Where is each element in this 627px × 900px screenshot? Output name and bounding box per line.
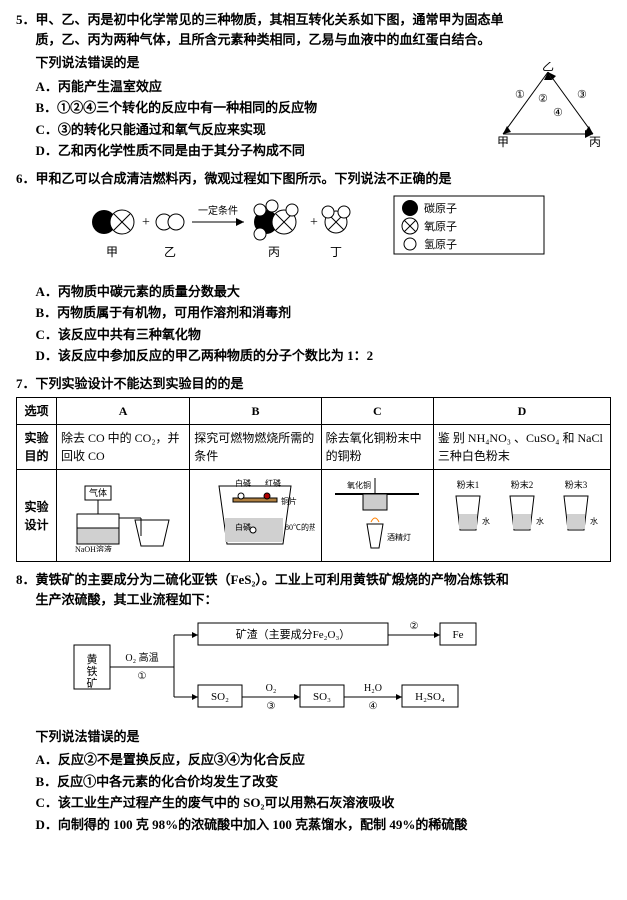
q7-r1-d: 鉴 别 NH₄NO₃ 、CuSO₄ 和 NaCl 三种白色粉末 (433, 425, 610, 470)
q7-h3: C (321, 398, 433, 425)
q6-leg1: 氧原子 (424, 219, 457, 233)
q5-dia-l4: ④ (553, 107, 563, 119)
q7-num: 7． (16, 376, 36, 391)
q5-dia-top: 乙 (542, 62, 554, 73)
q5-stem1: 甲、乙、丙是初中化学常见的三种物质，其相互转化关系如下图，通常甲为固态单 (36, 12, 504, 27)
q7-dia-a: 气体 NaOH溶液 (57, 470, 190, 562)
q8-opt-c: C．该工业生产过程产生的废气中的 SO₂可以用熟石灰溶液吸收 (36, 793, 612, 813)
svg-text:铁: 铁 (86, 665, 97, 678)
q8-opt-a: A．反应②不是置换反应，反应③④为化合反应 (36, 750, 612, 770)
q7b-t5: 80℃的热水 (285, 522, 315, 532)
svg-text:+: + (142, 215, 150, 230)
q7-r1h: 实验目的 (17, 425, 57, 470)
q7d-w1: 水 (482, 516, 490, 526)
q7d-p3: 粉末3 (565, 479, 588, 490)
q7-r2h: 实验设计 (17, 470, 57, 562)
q7-dia-b: 白磷 红磷 铜片 白磷 80℃的热水 (190, 470, 321, 562)
svg-text:+: + (310, 215, 318, 230)
q8f-bc1: O₂ (265, 683, 276, 694)
q8-stem2: 生产浓硫酸，其工业流程如下： (36, 590, 612, 610)
q7b-t4: 白磷 (235, 522, 251, 532)
q8f-top2: Fe (452, 629, 463, 641)
q8f-b2: SO₃ (313, 691, 331, 703)
q7c-t2: 酒精灯 (387, 532, 411, 542)
q6-lbl2: 丙 (267, 245, 279, 259)
q8-stem1: 黄铁矿的主要成分为二硫化亚铁（FeS₂）。工业上可利用黄铁矿煅烧的产物冶炼铁和 (36, 572, 509, 587)
q5-dia-left: 甲 (497, 135, 509, 149)
q7b-t1: 白磷 (235, 478, 251, 488)
question-5: 5．甲、乙、丙是初中化学常见的三种物质，其相互转化关系如下图，通常甲为固态单 质… (16, 10, 611, 161)
q7d-w3: 水 (590, 516, 598, 526)
q8-opt-d: D．向制得的 100 克 98%的浓硫酸中加入 100 克蒸馏水，配制 49%的… (36, 815, 612, 835)
q8-num: 8． (16, 572, 36, 587)
q7-stem: 下列实验设计不能达到实验目的的是 (36, 376, 244, 391)
q6-lbl0: 甲 (105, 245, 117, 259)
q7-dia-c: 氧化铜 酒精灯 (321, 470, 433, 562)
q7d-w2: 水 (536, 516, 544, 526)
q6-opt-c: C．该反应中共有三种氧化物 (36, 325, 612, 345)
q8f-bl2: ④ (368, 701, 377, 712)
q7-r1-a: 除去 CO 中的 CO₂，并回收 CO (57, 425, 190, 470)
q7a-t2: NaOH溶液 (75, 544, 112, 552)
q7d-p1: 粉末1 (457, 479, 480, 490)
q7-stem-line: 7．下列实验设计不能达到实验目的的是 (32, 374, 611, 394)
q6-leg2: 氢原子 (424, 237, 457, 251)
q8f-b1: SO₂ (211, 691, 229, 703)
q7c-t1: 氧化铜 (347, 480, 371, 490)
q5-dia-l3: ③ (577, 89, 587, 101)
q6-stem-line: 6．甲和乙可以合成清洁燃料丙，微观过程如下图所示。下列说法不正确的是 (32, 169, 611, 189)
q6-num: 6． (16, 171, 36, 186)
q7-h2: B (190, 398, 321, 425)
q8-post: 下列说法错误的是 (36, 727, 612, 747)
q7d-p2: 粉末2 (511, 479, 534, 490)
q6-opt-a: A．丙物质中碳元素的质量分数最大 (36, 282, 612, 302)
q8f-c1: O₂ 高温 (125, 651, 158, 664)
q7-purpose-row: 实验目的 除去 CO 中的 CO₂，并回收 CO 探究可燃物燃烧所需的条件 除去… (17, 425, 611, 470)
q7-h0: 选项 (17, 398, 57, 425)
q5-stem2: 质，乙、丙为两种气体，且所含元素种类相同，乙易与血液中的血红蛋白结合。 (36, 30, 612, 50)
q8f-bl1: ③ (266, 701, 275, 712)
q7-table: 选项 A B C D 实验目的 除去 CO 中的 CO₂，并回收 CO 探究可燃… (16, 397, 611, 562)
q8f-bc2: H₂O (364, 683, 382, 694)
q7-h4: D (433, 398, 610, 425)
q8f-src1: 黄 (86, 652, 97, 666)
q6-molecule-diagram: + 一定条件 + 甲 乙 丙 丁 (16, 192, 611, 276)
q7-head-row: 选项 A B C D (17, 398, 611, 425)
q6-leg0: 碳原子 (424, 201, 457, 215)
q8f-top1: 矿渣（主要成分Fe₂O₃） (235, 627, 350, 641)
q7-r1-c: 除去氧化铜粉末中的铜粉 (321, 425, 433, 470)
q6-stem: 甲和乙可以合成清洁燃料丙，微观过程如下图所示。下列说法不正确的是 (36, 171, 452, 186)
question-8: 8．黄铁矿的主要成分为二硫化亚铁（FeS₂）。工业上可利用黄铁矿煅烧的产物冶炼铁… (16, 570, 611, 834)
q6-opt-b: B．丙物质属于有机物，可用作溶剂和消毒剂 (36, 303, 612, 323)
q5-triangle-diagram: 乙 甲 丙 ① ② ③ ④ (493, 62, 603, 158)
q8-flowchart: 黄 铁 矿 O₂ 高温 ① 矿渣（主要成分Fe₂O₃） ② Fe SO₂ O₂ … (16, 615, 611, 721)
q7b-t3: 铜片 (281, 496, 297, 506)
q5-num: 5． (16, 12, 36, 27)
q8-stem-line1: 8．黄铁矿的主要成分为二硫化亚铁（FeS₂）。工业上可利用黄铁矿煅烧的产物冶炼铁… (32, 570, 611, 590)
q7-dia-d: 粉末1 水 粉末2 水 粉末3 水 (433, 470, 610, 562)
q8f-b3: H₂SO₄ (415, 691, 445, 703)
q5-dia-l1: ① (515, 89, 525, 101)
q6-lbl1: 乙 (163, 245, 175, 259)
q7-design-row: 实验设计 气体 NaOH溶液 (17, 470, 611, 562)
q5-dia-l2: ② (538, 93, 548, 105)
q6-opt-d: D．该反应中参加反应的甲乙两种物质的分子个数比为 1：2 (36, 346, 612, 366)
q5-stem-line1: 5．甲、乙、丙是初中化学常见的三种物质，其相互转化关系如下图，通常甲为固态单 (32, 10, 611, 30)
question-6: 6．甲和乙可以合成清洁燃料丙，微观过程如下图所示。下列说法不正确的是 + 一定条… (16, 169, 611, 366)
question-7: 7．下列实验设计不能达到实验目的的是 选项 A B C D 实验目的 除去 CO… (16, 374, 611, 563)
q6-lbl3: 丁 (329, 245, 341, 259)
q7-r1-b: 探究可燃物燃烧所需的条件 (190, 425, 321, 470)
q6-options: A．丙物质中碳元素的质量分数最大 B．丙物质属于有机物，可用作溶剂和消毒剂 C．… (36, 282, 612, 366)
q5-dia-right: 丙 (589, 135, 601, 149)
q8-options: A．反应②不是置换反应，反应③④为化合反应 B．反应①中各元素的化合价均发生了改… (36, 750, 612, 834)
q6-cond: 一定条件 (198, 204, 238, 217)
q8f-l1: ① (137, 671, 146, 682)
q8-opt-b: B．反应①中各元素的化合价均发生了改变 (36, 772, 612, 792)
q7-h1: A (57, 398, 190, 425)
svg-text:矿: 矿 (86, 677, 97, 690)
q7b-t2: 红磷 (265, 478, 281, 488)
q8f-topc: ② (409, 621, 418, 632)
q7a-t1: 气体 (89, 487, 107, 498)
